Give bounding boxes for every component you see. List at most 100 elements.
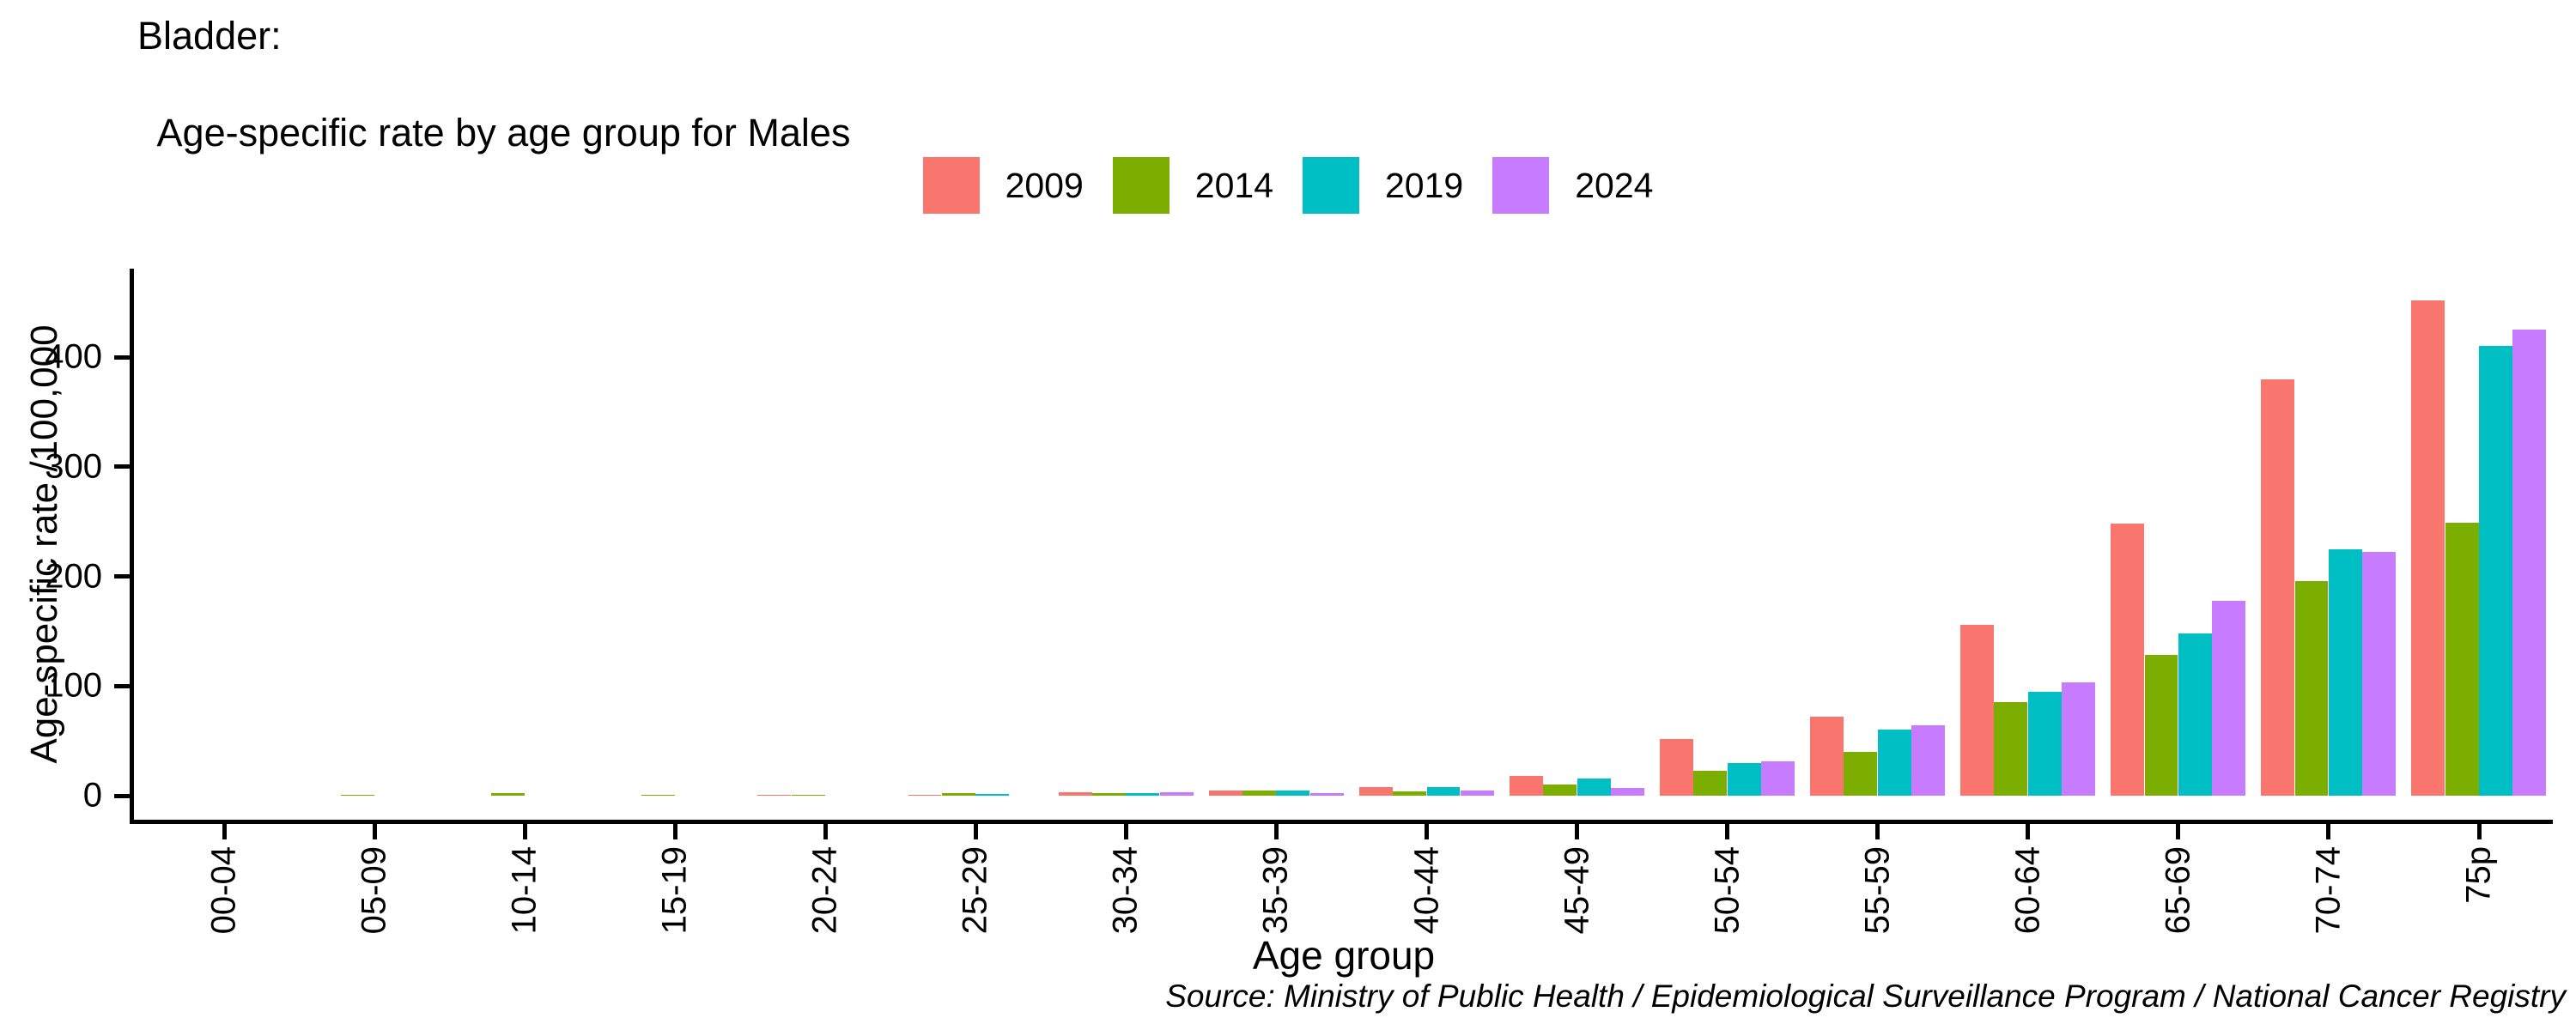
bar-2009-20-24 [757, 794, 792, 796]
y-tick-label: 0 [82, 776, 102, 815]
bar-2014-40-44 [1393, 791, 1427, 796]
bar-2024-35-39 [1309, 792, 1344, 796]
bar-2009-35-39 [1208, 791, 1242, 796]
x-tick-label: 15-19 [655, 846, 694, 935]
x-tick [1725, 824, 1730, 839]
x-tick-label: 35-39 [1256, 846, 1295, 935]
bar-2024-45-49 [1611, 788, 1644, 796]
x-tick-label: 10-14 [505, 846, 544, 935]
y-tick [114, 793, 130, 798]
x-tick [2326, 824, 2331, 839]
x-tick-label: 05-09 [355, 846, 393, 935]
bar-2014-35-39 [1242, 791, 1276, 796]
x-tick-label: 55-59 [1858, 846, 1897, 935]
x-tick [2026, 824, 2031, 839]
bar-2019-30-34 [1126, 793, 1160, 796]
bar-2009-40-44 [1358, 786, 1393, 796]
bar-2014-70-74 [2294, 580, 2329, 796]
bar-2014-75p [2445, 522, 2479, 796]
bar-2019-65-69 [2178, 633, 2212, 796]
bar-2014-25-29 [941, 793, 975, 796]
source-credit: Source: Ministry of Public Health / Epid… [1165, 978, 2566, 1014]
bar-2014-60-64 [1994, 702, 2028, 796]
x-axis-line [130, 820, 2553, 824]
x-tick-label: 00-04 [204, 846, 243, 935]
y-tick-label: 300 [45, 447, 102, 486]
legend-label-2014: 2014 [1194, 165, 1273, 205]
x-tick-label: 75p [2459, 846, 2498, 904]
legend-item-2024: 2024 [1492, 157, 1653, 214]
bar-2009-65-69 [2111, 524, 2145, 796]
y-tick-label: 200 [45, 557, 102, 595]
x-tick [522, 824, 527, 839]
bar-2024-75p [2512, 330, 2547, 796]
legend: 2009 2014 2019 2024 [0, 157, 2576, 214]
bar-2019-40-44 [1426, 786, 1461, 796]
bar-2014-55-59 [1844, 751, 1878, 796]
bar-2019-35-39 [1276, 790, 1310, 796]
bar-2009-60-64 [1960, 624, 1994, 796]
y-axis-line [130, 269, 134, 824]
x-tick-label: 45-49 [1558, 846, 1596, 935]
x-tick [1273, 824, 1279, 839]
x-tick-label: 70-74 [2309, 846, 2348, 935]
bar-2024-65-69 [2212, 600, 2246, 796]
chart-title-line2: Age-specific rate by age group for Males [156, 111, 851, 155]
bar-2019-60-64 [2027, 691, 2062, 796]
y-tick [114, 464, 130, 470]
bar-2014-45-49 [1543, 785, 1577, 796]
bar-2014-05-09 [340, 794, 374, 796]
x-tick [973, 824, 978, 839]
x-tick [1425, 824, 1430, 839]
x-tick [222, 824, 227, 839]
bar-2009-45-49 [1509, 776, 1543, 796]
x-tick [372, 824, 377, 839]
legend-label-2019: 2019 [1385, 165, 1464, 205]
legend-swatch-2014 [1112, 157, 1170, 214]
y-tick [114, 683, 130, 688]
chart-title: Bladder: Age-specific rate by age group … [137, 12, 850, 158]
bar-2014-30-34 [1092, 792, 1126, 796]
bar-2014-10-14 [490, 793, 525, 796]
bar-2024-60-64 [2062, 682, 2096, 796]
x-tick [1575, 824, 1580, 839]
x-tick-label: 25-29 [956, 846, 994, 935]
x-tick-label: 50-54 [1708, 846, 1747, 935]
x-tick-label: 30-34 [1106, 846, 1145, 935]
x-tick [1123, 824, 1128, 839]
legend-item-2019: 2019 [1303, 157, 1463, 214]
x-tick [2176, 824, 2181, 839]
legend-item-2014: 2014 [1112, 157, 1273, 214]
bar-2019-50-54 [1727, 762, 1761, 796]
bar-2019-55-59 [1877, 730, 1911, 796]
chart-title-line1: Bladder: [137, 14, 282, 58]
x-tick [672, 824, 677, 839]
bar-2009-25-29 [908, 794, 942, 796]
bar-2009-70-74 [2261, 379, 2295, 796]
bar-2009-55-59 [1809, 717, 1844, 796]
legend-item-2009: 2009 [922, 157, 1084, 214]
bar-2014-20-24 [791, 794, 825, 796]
bar-2009-50-54 [1659, 738, 1693, 796]
x-tick-label: 20-24 [805, 846, 844, 935]
bar-2019-75p [2479, 346, 2512, 796]
bar-2024-55-59 [1911, 725, 1946, 796]
legend-swatch-2024 [1492, 157, 1550, 214]
bar-2014-50-54 [1693, 770, 1728, 796]
legend-swatch-2009 [922, 157, 980, 214]
legend-label-2009: 2009 [1005, 165, 1084, 205]
bar-2009-30-34 [1058, 791, 1092, 796]
bar-2019-25-29 [975, 794, 1010, 796]
bar-2024-40-44 [1460, 790, 1494, 796]
x-tick [1875, 824, 1880, 839]
x-tick-label: 40-44 [1407, 846, 1446, 935]
bar-2019-70-74 [2328, 548, 2362, 796]
legend-label-2024: 2024 [1575, 165, 1654, 205]
y-tick-label: 100 [45, 666, 102, 705]
x-tick-label: 65-69 [2159, 846, 2197, 935]
bar-2019-45-49 [1577, 778, 1611, 796]
bar-2009-75p [2411, 300, 2445, 796]
x-tick-label: 60-64 [2008, 846, 2047, 935]
y-tick-label: 400 [45, 337, 102, 376]
